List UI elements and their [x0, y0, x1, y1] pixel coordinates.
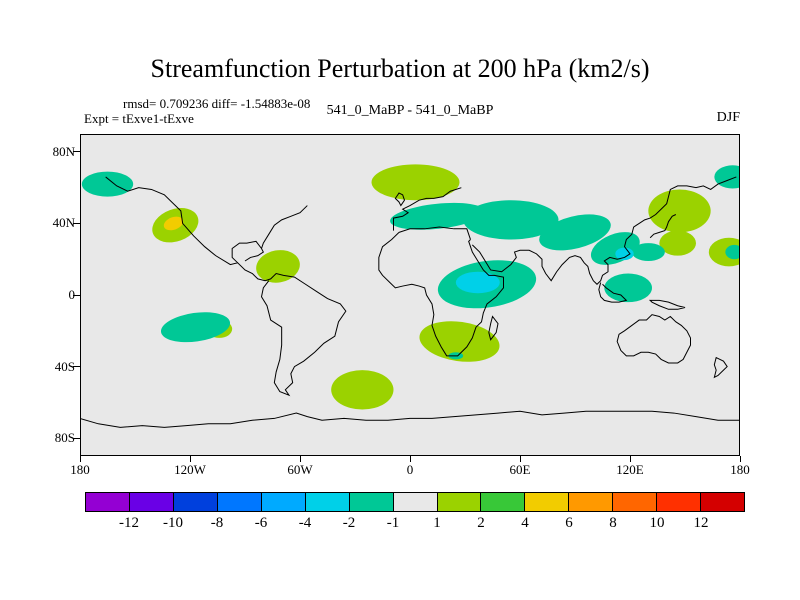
lon-tick	[79, 456, 81, 462]
lon-tick-label: 60E	[509, 462, 531, 477]
colorbar-tick-label: 6	[565, 515, 573, 531]
colorbar-tick-label: 12	[693, 515, 709, 531]
contour-region	[390, 202, 485, 230]
contour-region	[463, 200, 559, 240]
colorbar-cell	[392, 492, 438, 512]
map-frame	[80, 134, 740, 456]
colorbar-cell	[128, 492, 174, 512]
colorbar-tick-label: -2	[342, 515, 356, 531]
colorbar	[85, 492, 746, 512]
colorbar-tick-label: 4	[521, 515, 529, 531]
lon-tick	[189, 456, 191, 462]
lat-tick-label: 80S	[54, 430, 75, 446]
lon-tick	[629, 456, 631, 462]
colorbar-cell	[436, 492, 482, 512]
colorbar-tick-label: -12	[119, 515, 139, 531]
stats-line: rmsd= 0.709236 diff= -1.54883e-08	[123, 96, 311, 111]
lat-tick-label: 40S	[54, 358, 75, 374]
colorbar-cell	[524, 492, 570, 512]
lat-tick	[73, 222, 80, 224]
colorbar-cell	[348, 492, 394, 512]
lon-tick	[519, 456, 521, 462]
experiment-label: Expt = tExve1-tExve	[84, 111, 194, 126]
lat-tick-label: 40N	[52, 215, 75, 231]
contour-region	[615, 247, 634, 261]
contour-region	[648, 189, 711, 233]
colorbar-tick-label: -10	[163, 515, 183, 531]
plot-title: Streamfunction Perturbation at 200 hPa (…	[150, 54, 650, 83]
contour-region	[631, 243, 665, 262]
coastline-path	[80, 177, 740, 427]
contour-region	[659, 230, 697, 256]
colorbar-tick-label: 1	[433, 515, 441, 531]
contour-region	[708, 237, 740, 267]
colorbar-tick-label: 2	[477, 515, 485, 531]
colorbar-cell	[172, 492, 218, 512]
colorbar-tick-label: -6	[254, 515, 268, 531]
colorbar-cell	[568, 492, 614, 512]
colorbar-cell	[656, 492, 702, 512]
lon-tick-label: 180	[730, 462, 750, 477]
colorbar-cell	[700, 492, 746, 512]
colorbar-cell	[85, 492, 130, 512]
season-label: DJF	[716, 110, 740, 125]
contour-region	[371, 164, 460, 201]
colorbar-tick-label: -4	[298, 515, 312, 531]
lon-tick	[299, 456, 301, 462]
lat-tick-label: 0	[68, 287, 76, 302]
lat-tick-label: 80N	[52, 143, 75, 159]
colorbar-tick-label: 10	[649, 515, 665, 531]
lat-tick	[73, 366, 80, 368]
contour-region	[455, 271, 500, 294]
lon-tick-label: 0	[406, 462, 414, 477]
lon-tick	[409, 456, 411, 462]
lat-tick	[73, 294, 80, 296]
lon-tick-label: 120E	[616, 462, 644, 477]
contour-region	[160, 312, 231, 343]
contour-region	[419, 321, 500, 362]
contour-region	[163, 216, 184, 231]
colorbar-tick-label: 8	[609, 515, 617, 531]
map-border	[80, 134, 740, 456]
colorbar-tick-label: -8	[210, 515, 224, 531]
lon-tick-label: 180	[70, 462, 90, 477]
map-canvas	[80, 134, 740, 456]
comparison-label: 541_0_MaBP - 541_0_MaBP	[326, 103, 494, 118]
contour-region	[256, 250, 300, 283]
contour-region	[539, 214, 611, 251]
lon-tick	[739, 456, 741, 462]
lon-tick-label: 120W	[174, 462, 206, 477]
contour-region	[604, 273, 653, 303]
lat-tick	[73, 151, 80, 153]
colorbar-tick-label: -1	[386, 515, 400, 531]
colorbar-cell	[480, 492, 526, 512]
colorbar-cell	[260, 492, 306, 512]
lon-tick-label: 60W	[287, 462, 313, 477]
lat-tick	[73, 437, 80, 439]
colorbar-cell	[612, 492, 658, 512]
contour-region	[81, 171, 134, 197]
colorbar-cell	[304, 492, 350, 512]
contour-region	[331, 370, 394, 410]
colorbar-cell	[216, 492, 262, 512]
contour-region	[725, 244, 740, 260]
